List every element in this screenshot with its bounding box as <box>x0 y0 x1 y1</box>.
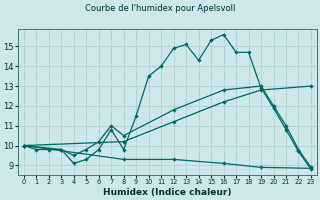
X-axis label: Humidex (Indice chaleur): Humidex (Indice chaleur) <box>103 188 232 197</box>
Text: Courbe de l'humidex pour Apelsvoll: Courbe de l'humidex pour Apelsvoll <box>85 4 235 13</box>
